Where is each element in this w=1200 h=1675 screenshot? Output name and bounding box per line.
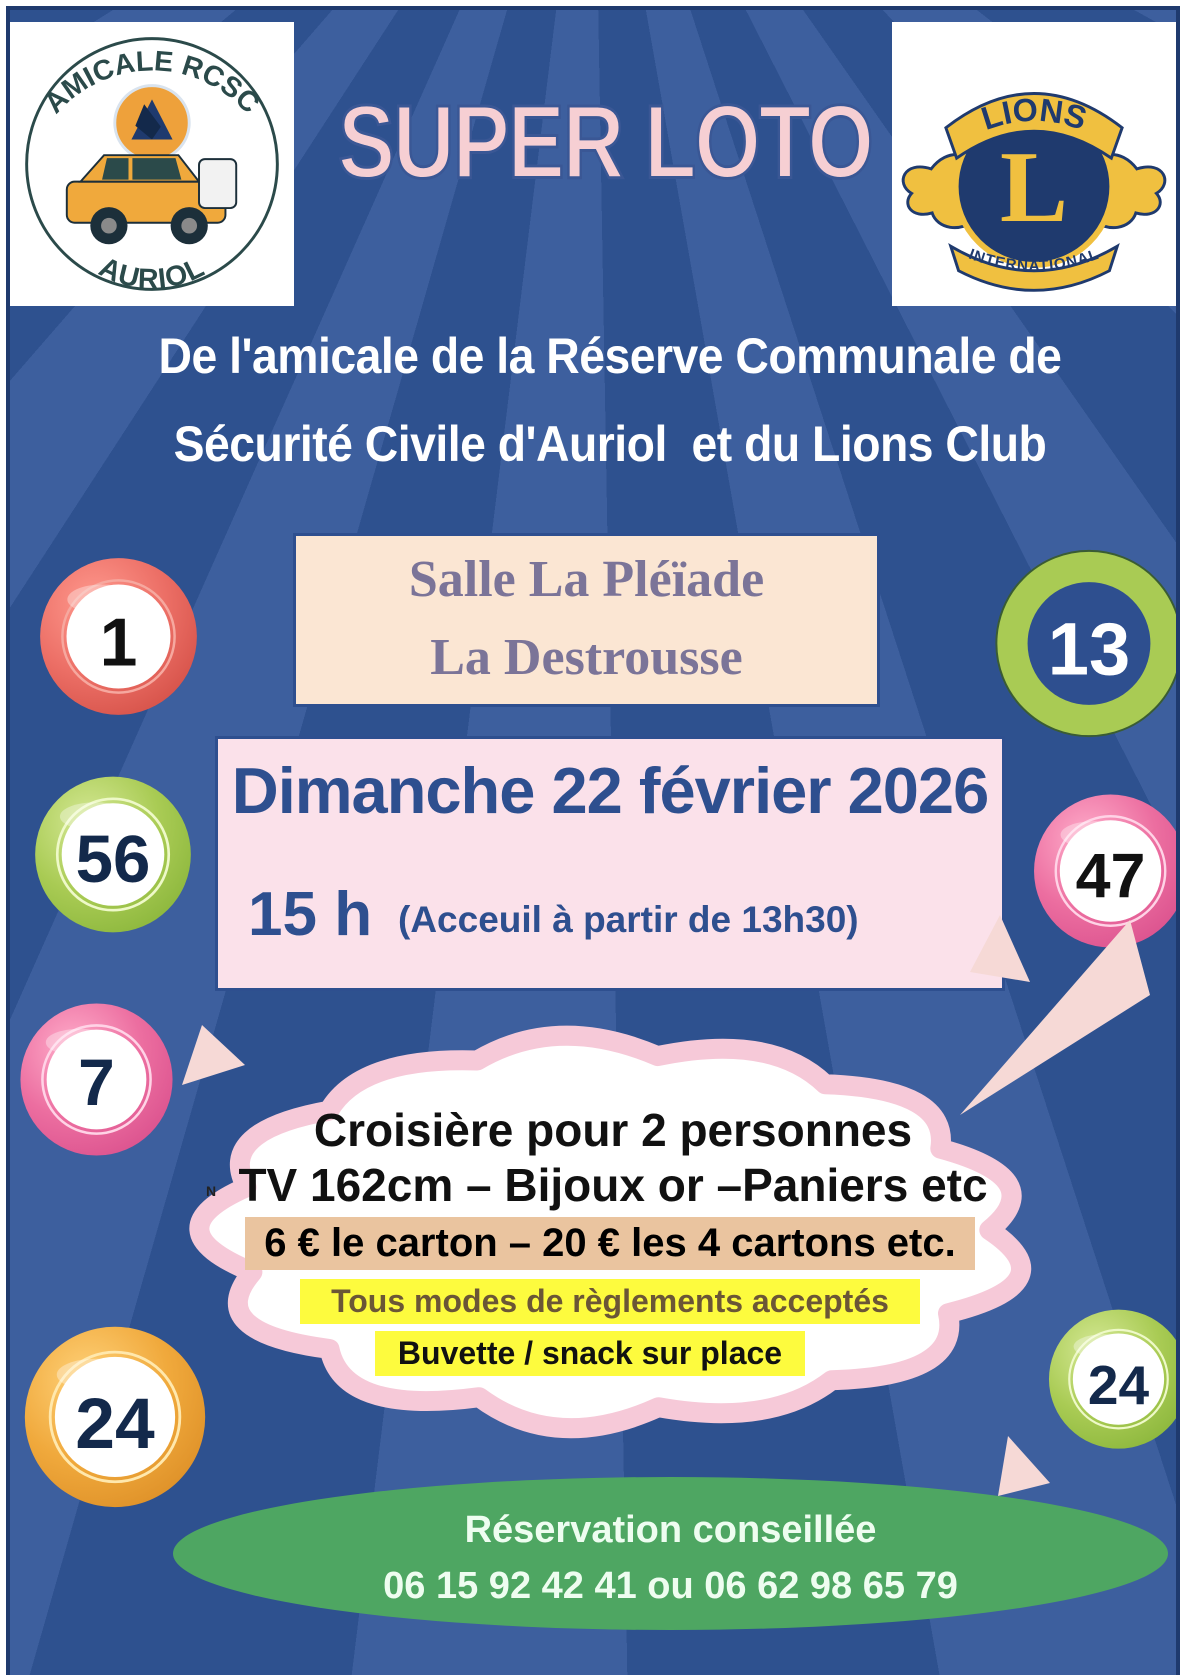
svg-text:56: 56: [76, 822, 151, 897]
svg-text:L: L: [1000, 131, 1068, 244]
svg-text:1: 1: [100, 605, 138, 680]
svg-text:7: 7: [78, 1045, 115, 1119]
svg-text:47: 47: [1076, 842, 1146, 912]
svg-text:24: 24: [75, 1384, 155, 1464]
svg-text:24: 24: [1088, 1354, 1150, 1416]
svg-text:13: 13: [1048, 608, 1130, 691]
